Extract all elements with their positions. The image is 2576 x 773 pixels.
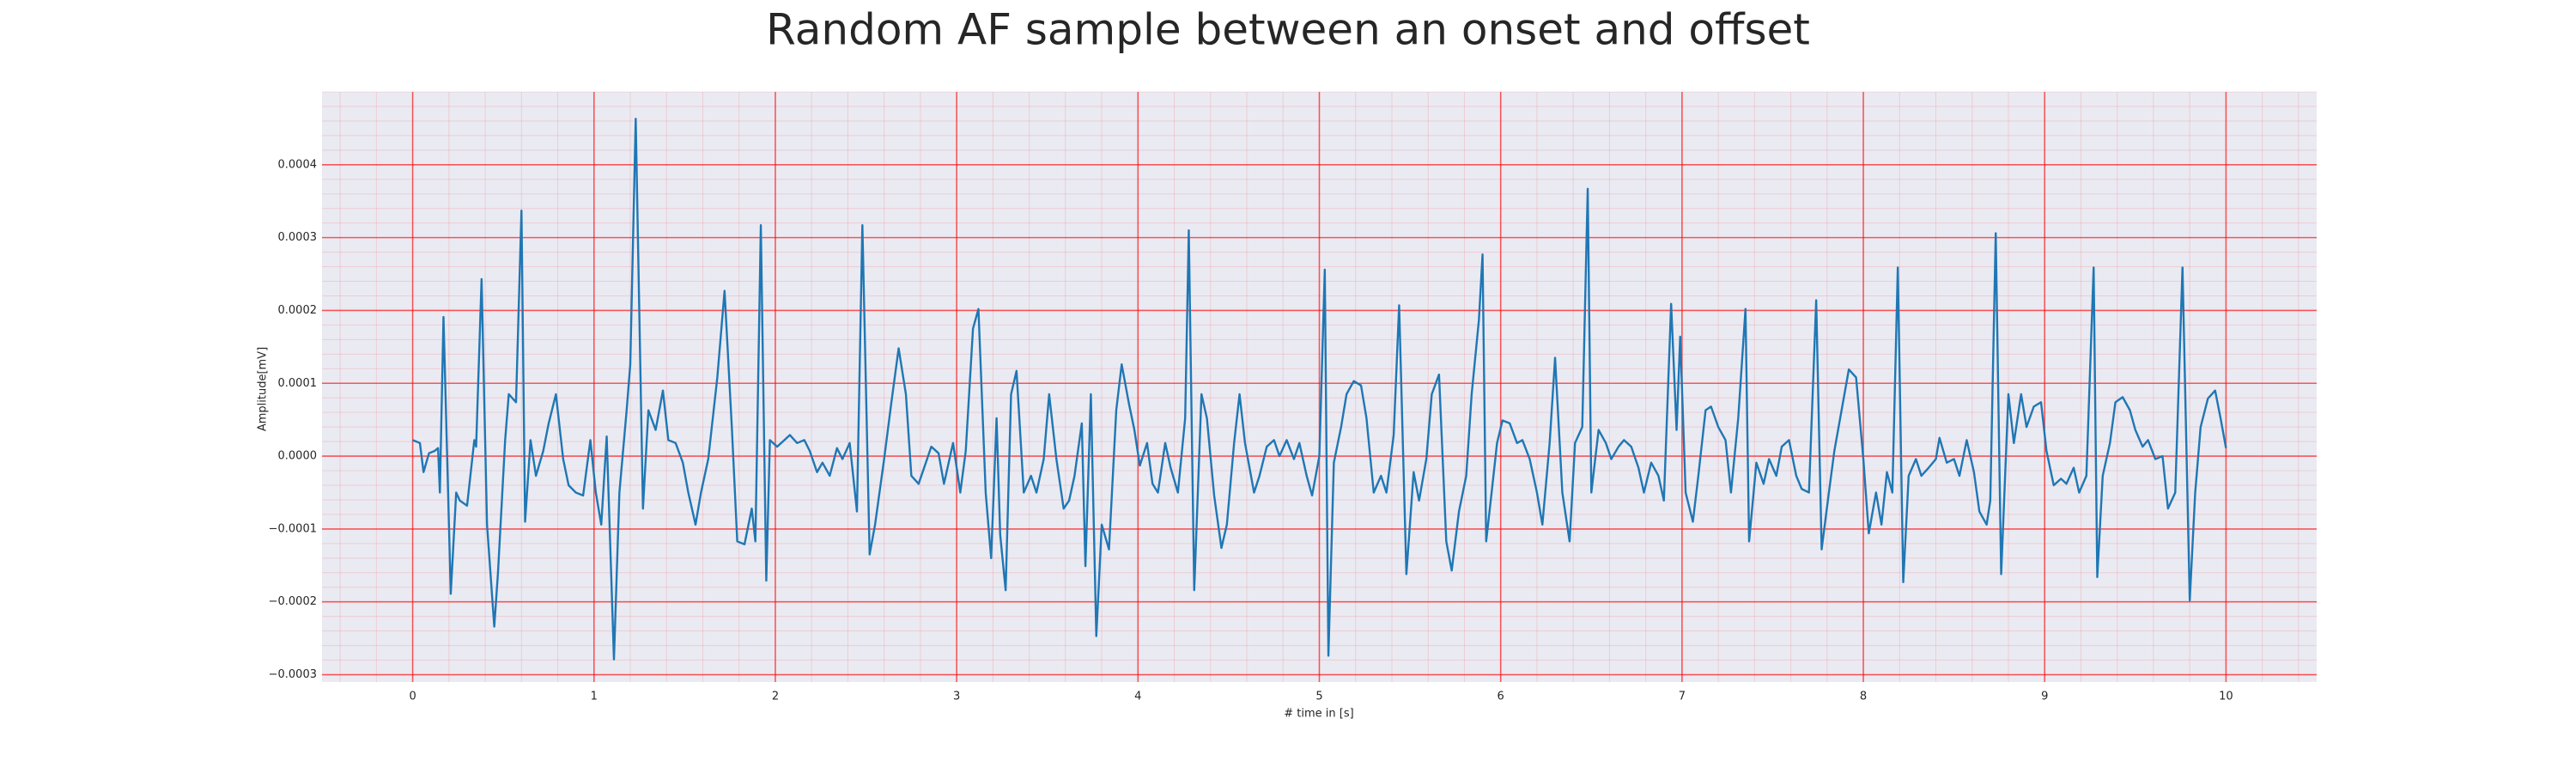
chart-title: Random AF sample between an onset and of… <box>766 5 1810 55</box>
y-axis-label: Amplitude[mV] <box>257 347 270 431</box>
x-tick-label: 4 <box>1134 691 1141 703</box>
y-tick-label: −0.0001 <box>269 522 317 535</box>
y-tick-label: −0.0002 <box>269 595 317 608</box>
x-tick-label: 6 <box>1498 691 1504 703</box>
x-tick-label: 8 <box>1860 691 1867 703</box>
x-tick-label: 3 <box>953 691 960 703</box>
y-tick-label: 0.0000 <box>278 450 318 463</box>
y-tick-label: 0.0002 <box>278 304 318 317</box>
x-tick-label: 2 <box>772 691 779 703</box>
signal-line <box>412 118 2227 660</box>
y-tick-label: −0.0003 <box>269 668 317 681</box>
x-axis-label: # time in [s] <box>1284 708 1353 721</box>
x-tick-label: 9 <box>2041 691 2048 703</box>
y-tick-label: 0.0001 <box>278 377 318 390</box>
x-tick-label: 10 <box>2219 691 2233 703</box>
x-tick-label: 1 <box>591 691 598 703</box>
x-tick-label: 5 <box>1315 691 1322 703</box>
y-tick-label: 0.0003 <box>278 231 318 244</box>
y-tick-label: 0.0004 <box>278 158 318 171</box>
x-tick-label: 0 <box>409 691 416 703</box>
x-tick-label: 7 <box>1679 691 1686 703</box>
